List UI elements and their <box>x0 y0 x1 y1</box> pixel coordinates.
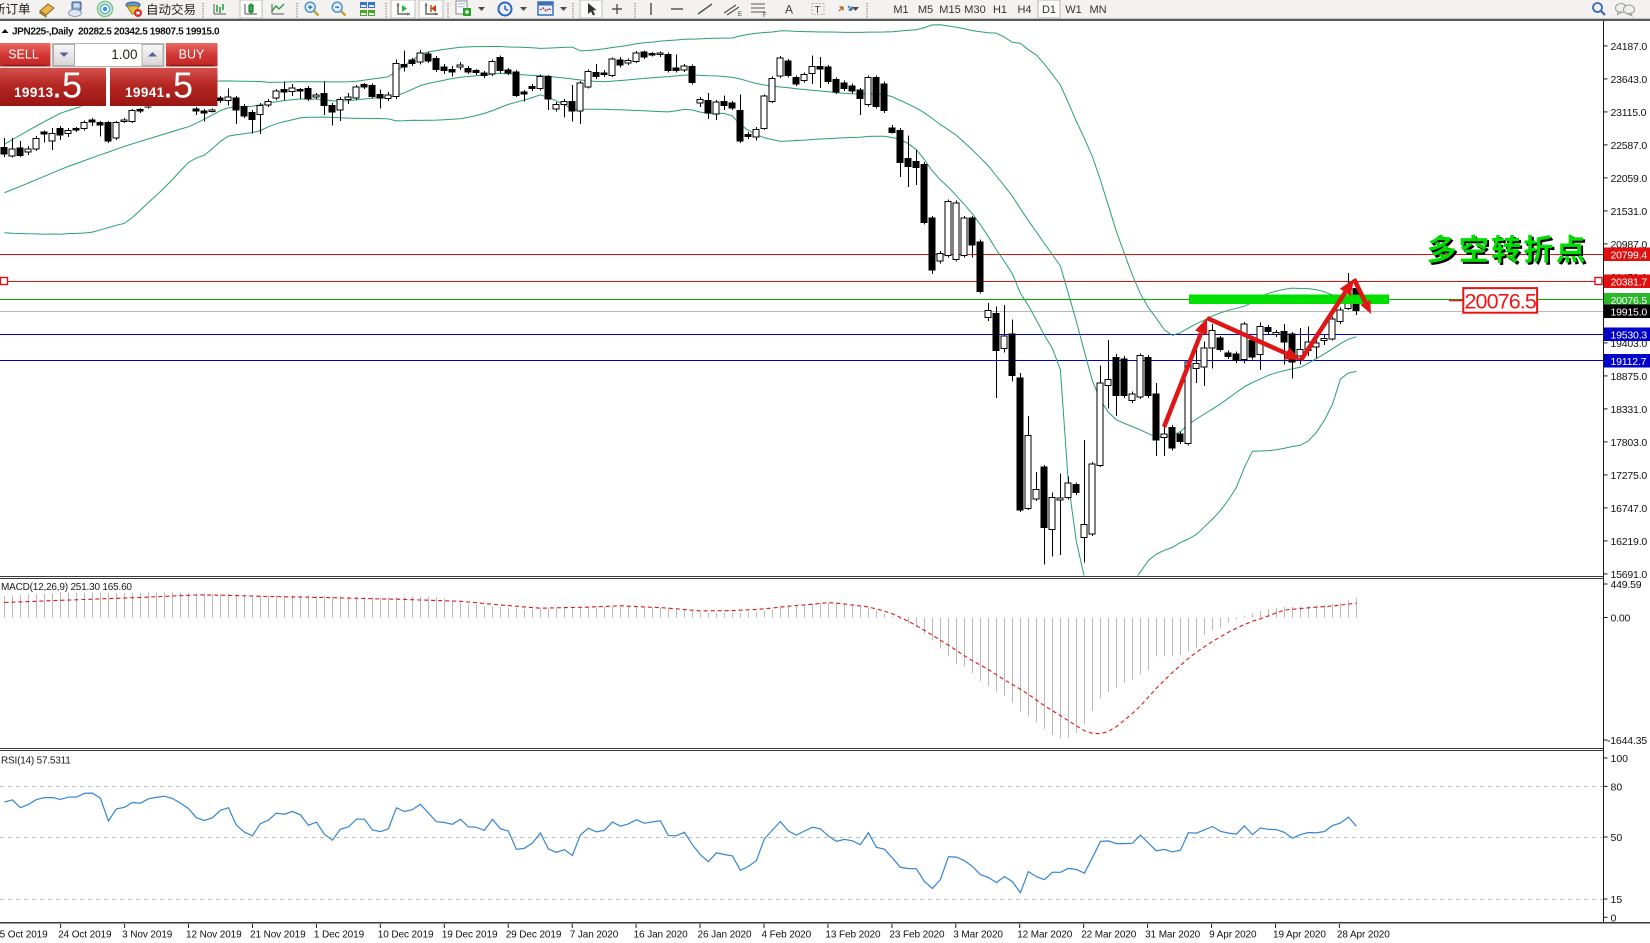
svg-text:M1: M1 <box>893 4 908 16</box>
svg-text:F: F <box>763 13 767 19</box>
svg-text:15 Oct 2019: 15 Oct 2019 <box>0 930 48 941</box>
svg-text:20799.4: 20799.4 <box>1611 250 1648 262</box>
svg-text:23 Feb 2020: 23 Feb 2020 <box>889 930 945 941</box>
svg-text:JPN225-,Daily 20282.5 20342.5: JPN225-,Daily 20282.5 20342.5 19807.5 19… <box>12 27 220 38</box>
svg-text:12 Nov 2019: 12 Nov 2019 <box>186 930 242 941</box>
svg-text:17275.0: 17275.0 <box>1611 470 1648 482</box>
svg-text:10 Dec 2019: 10 Dec 2019 <box>378 930 434 941</box>
svg-text:20381.7: 20381.7 <box>1611 277 1648 289</box>
svg-text:15: 15 <box>1611 894 1623 906</box>
svg-text:3 Nov 2019: 3 Nov 2019 <box>122 930 173 941</box>
svg-text:.5: .5 <box>163 65 193 106</box>
svg-text:D1: D1 <box>1042 4 1056 16</box>
svg-text:1 Dec 2019: 1 Dec 2019 <box>314 930 365 941</box>
svg-text:24 Oct 2019: 24 Oct 2019 <box>58 930 112 941</box>
svg-text:23643.0: 23643.0 <box>1611 74 1648 86</box>
svg-text:15691.0: 15691.0 <box>1611 569 1648 581</box>
svg-text:18875.0: 18875.0 <box>1611 371 1648 383</box>
svg-text:E: E <box>738 12 742 18</box>
svg-text:MACD(12,26,9) 251.30 165.60: MACD(12,26,9) 251.30 165.60 <box>1 582 132 593</box>
svg-text:19 Apr 2020: 19 Apr 2020 <box>1273 930 1326 941</box>
svg-text:M30: M30 <box>964 4 985 16</box>
svg-text:18331.0: 18331.0 <box>1611 404 1648 416</box>
svg-text:7 Jan 2020: 7 Jan 2020 <box>570 930 619 941</box>
svg-text:1.00: 1.00 <box>111 47 137 62</box>
svg-text:4 Feb 2020: 4 Feb 2020 <box>762 930 812 941</box>
svg-text:449.59: 449.59 <box>1611 579 1642 591</box>
svg-text:16219.0: 16219.0 <box>1611 536 1648 548</box>
svg-text:20076.5: 20076.5 <box>1464 289 1536 313</box>
svg-text:.5: .5 <box>52 65 82 106</box>
svg-text:16747.0: 16747.0 <box>1611 503 1648 515</box>
svg-text:H4: H4 <box>1017 4 1031 16</box>
svg-text:19913: 19913 <box>14 85 54 100</box>
svg-text:A: A <box>785 3 793 17</box>
svg-text:19 Dec 2019: 19 Dec 2019 <box>442 930 498 941</box>
svg-text:19530.3: 19530.3 <box>1611 330 1648 342</box>
svg-text:50: 50 <box>1611 832 1623 844</box>
svg-text:0.00: 0.00 <box>1611 613 1631 625</box>
svg-text:T: T <box>815 5 821 16</box>
svg-text:100: 100 <box>1611 753 1629 765</box>
svg-text:22 Mar 2020: 22 Mar 2020 <box>1081 930 1137 941</box>
svg-text:3 Mar 2020: 3 Mar 2020 <box>953 930 1003 941</box>
svg-text:12 Mar 2020: 12 Mar 2020 <box>1017 930 1073 941</box>
svg-text:24187.0: 24187.0 <box>1611 41 1648 53</box>
svg-text:22587.0: 22587.0 <box>1611 140 1648 152</box>
svg-text:9 Apr 2020: 9 Apr 2020 <box>1209 930 1257 941</box>
svg-text:16 Jan 2020: 16 Jan 2020 <box>634 930 688 941</box>
svg-text:20076.5: 20076.5 <box>1611 295 1648 307</box>
svg-text:SELL: SELL <box>8 48 39 62</box>
svg-text:17803.0: 17803.0 <box>1611 437 1648 449</box>
svg-text:19112.7: 19112.7 <box>1611 356 1647 368</box>
svg-text:80: 80 <box>1611 781 1623 793</box>
svg-text:22059.0: 22059.0 <box>1611 173 1648 185</box>
svg-text:23115.0: 23115.0 <box>1611 107 1647 119</box>
svg-text:21531.0: 21531.0 <box>1611 206 1648 218</box>
svg-text:21 Nov 2019: 21 Nov 2019 <box>250 930 306 941</box>
svg-text:-1644.35: -1644.35 <box>1607 735 1647 747</box>
svg-text:19941: 19941 <box>125 85 165 100</box>
svg-text:M15: M15 <box>939 4 960 16</box>
svg-text:W1: W1 <box>1065 4 1082 16</box>
svg-text:19915.0: 19915.0 <box>1611 307 1648 319</box>
svg-text:29 Dec 2019: 29 Dec 2019 <box>506 930 562 941</box>
svg-text:M5: M5 <box>918 4 933 16</box>
svg-text:MN: MN <box>1089 4 1106 16</box>
svg-text:26 Jan 2020: 26 Jan 2020 <box>698 930 752 941</box>
svg-text:13 Feb 2020: 13 Feb 2020 <box>825 930 881 941</box>
svg-text:H1: H1 <box>993 4 1007 16</box>
svg-text:31 Mar 2020: 31 Mar 2020 <box>1145 930 1201 941</box>
svg-text:RSI(14) 57.5311: RSI(14) 57.5311 <box>1 756 71 767</box>
svg-text:0: 0 <box>1611 912 1617 924</box>
svg-text:28 Apr 2020: 28 Apr 2020 <box>1337 930 1390 941</box>
svg-text:BUY: BUY <box>179 48 205 62</box>
